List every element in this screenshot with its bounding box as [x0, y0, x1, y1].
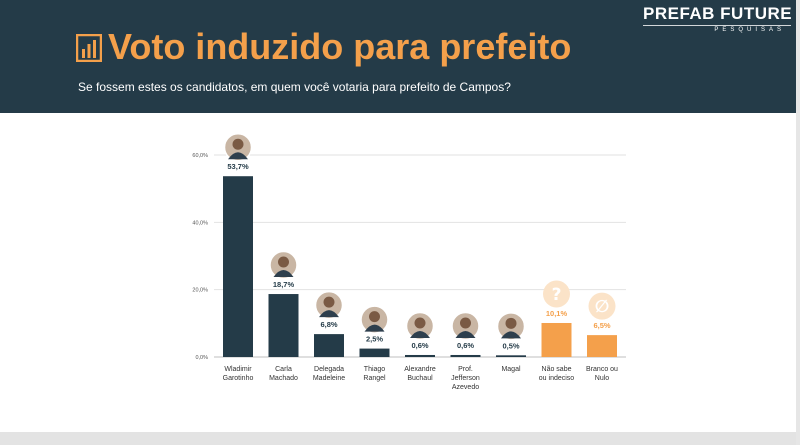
- x-tick-label-line: Jefferson: [451, 375, 480, 382]
- x-tick-label-line: ou indeciso: [539, 375, 575, 382]
- data-label: 2,5%: [366, 335, 383, 344]
- data-label: 0,6%: [457, 341, 474, 350]
- bar: [268, 294, 299, 357]
- candidate-photo-head: [505, 317, 517, 329]
- data-label: 18,7%: [273, 280, 295, 289]
- x-tick-label-line: Não sabe: [542, 366, 572, 373]
- x-tick-label-line: Nulo: [595, 375, 610, 382]
- candidate-photo-head: [278, 256, 289, 268]
- candidate-photo-head: [414, 317, 426, 329]
- x-tick-label: Alexandre Buchaul: [404, 366, 436, 382]
- brand-name: PREFAB FUTURE: [643, 4, 793, 23]
- candidate-photo-shoulders: [273, 270, 294, 278]
- x-tick-label-line: Buchaul: [407, 375, 433, 382]
- candidate-photo-head: [369, 311, 380, 323]
- question-mark-icon: ?: [552, 285, 562, 305]
- data-label: 0,6%: [411, 341, 428, 350]
- x-tick-label: Branco ou Nulo: [586, 366, 618, 382]
- data-label: 6,5%: [593, 321, 610, 330]
- x-tick-label: Não sabe ou indeciso: [539, 366, 575, 382]
- bar: [587, 335, 617, 357]
- header-banner: Voto induzido para prefeito Se fossem es…: [0, 0, 800, 113]
- bar: [541, 322, 572, 357]
- bar-chart: 0,0% 20,0% 40,0% 60,0% 53,7% Wladimir Garotinh…: [192, 132, 626, 391]
- brand-divider: [643, 25, 791, 26]
- x-tick-label-line: Carla: [275, 366, 292, 373]
- candidate-photo-shoulders: [455, 330, 476, 338]
- data-label: 6,8%: [320, 320, 337, 329]
- data-label: 10,1%: [546, 309, 568, 318]
- x-tick-label-line: Garotinho: [223, 375, 254, 382]
- x-tick-label-line: Rangel: [363, 375, 386, 382]
- x-tick-label: Carla Machado: [269, 366, 298, 382]
- x-tick-label: Delegada Madeleine: [313, 366, 345, 382]
- candidate-photo-shoulders: [364, 324, 385, 332]
- x-tick-label-line: Branco ou: [586, 366, 618, 373]
- x-tick-label: Prof. Jefferson Azevedo: [451, 366, 480, 391]
- x-tick-label: Wladimir Garotinho: [223, 366, 254, 382]
- y-tick-label: 0,0%: [195, 355, 208, 361]
- candidate-photo-head: [232, 138, 244, 150]
- candidate-photo-head: [460, 317, 471, 329]
- candidate-photo-shoulders: [228, 152, 248, 160]
- x-tick-label-line: Magal: [501, 366, 521, 373]
- bar: [223, 176, 253, 357]
- candidate-photo-shoulders: [319, 310, 339, 318]
- candidate-photo-shoulders: [501, 331, 521, 339]
- bar: [496, 355, 526, 357]
- y-tick-label: 40,0%: [192, 220, 208, 226]
- bar: [359, 348, 390, 357]
- x-tick-label-line: Delegada: [314, 366, 344, 373]
- x-tick-label-line: Prof.: [458, 366, 473, 373]
- data-label: 0,5%: [502, 341, 519, 350]
- y-tick-label: 20,0%: [192, 288, 208, 294]
- bar: [314, 334, 344, 357]
- empty-set-icon-bg: [588, 292, 616, 320]
- bar: [405, 354, 435, 357]
- x-tick-label-line: Alexandre: [404, 366, 436, 373]
- bar: [450, 354, 481, 357]
- candidate-photo-head: [323, 296, 335, 308]
- x-tick-label-line: Azevedo: [452, 384, 479, 391]
- page-title: Voto induzido para prefeito: [108, 26, 572, 67]
- page-subtitle: Se fossem estes os candidatos, em quem v…: [78, 80, 511, 94]
- bar-chart-icon: [76, 34, 102, 62]
- footer-band: [0, 432, 800, 445]
- x-tick-label: Thiago Rangel: [363, 366, 386, 382]
- y-tick-label: 60,0%: [192, 153, 208, 159]
- x-tick-label: Magal: [501, 366, 521, 373]
- x-tick-label-line: Machado: [269, 375, 298, 382]
- edge-shade: [796, 0, 800, 445]
- data-label: 53,7%: [227, 162, 249, 171]
- question-mark-icon-bg: [543, 280, 570, 308]
- x-tick-label-line: Thiago: [364, 366, 386, 373]
- empty-set-icon: ∅: [595, 297, 610, 317]
- candidate-photo-shoulders: [410, 330, 430, 338]
- x-tick-label-line: Madeleine: [313, 375, 345, 382]
- x-tick-label-line: Wladimir: [224, 366, 252, 373]
- brand-logo: PREFAB FUTURE PESQUISAS: [643, 4, 793, 33]
- brand-tagline: PESQUISAS: [714, 27, 785, 33]
